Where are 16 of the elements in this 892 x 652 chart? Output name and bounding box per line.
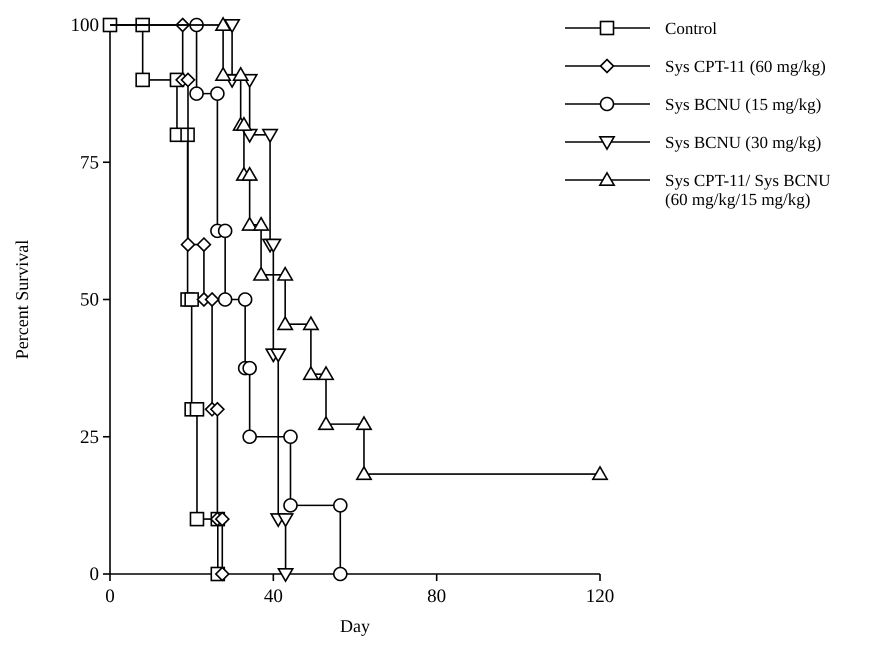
y-tick-label: 75	[80, 152, 99, 174]
legend-label: Control	[665, 19, 718, 38]
y-tick-label: 25	[80, 426, 99, 448]
legend-label: Sys BCNU (15 mg/kg)	[665, 95, 822, 114]
y-axis-title: Percent Survival	[12, 240, 32, 360]
y-tick-label: 50	[80, 290, 99, 310]
x-tick-label: 0	[105, 586, 115, 607]
legend-label: Sys CPT-11/ Sys BCNU (60 mg/kg/15 mg/kg)	[665, 171, 830, 209]
x-axis-title: Day	[340, 616, 370, 636]
y-tick-label: 0	[90, 564, 99, 585]
x-tick-label: 40	[264, 586, 283, 607]
x-tick-label: 120	[586, 586, 614, 607]
x-tick-label: 80	[427, 586, 446, 607]
legend-label: Sys BCNU (30 mg/kg)	[665, 133, 822, 152]
legend-label: Sys CPT-11 (60 mg/kg)	[665, 57, 826, 76]
y-tick-label: 100	[70, 15, 99, 36]
